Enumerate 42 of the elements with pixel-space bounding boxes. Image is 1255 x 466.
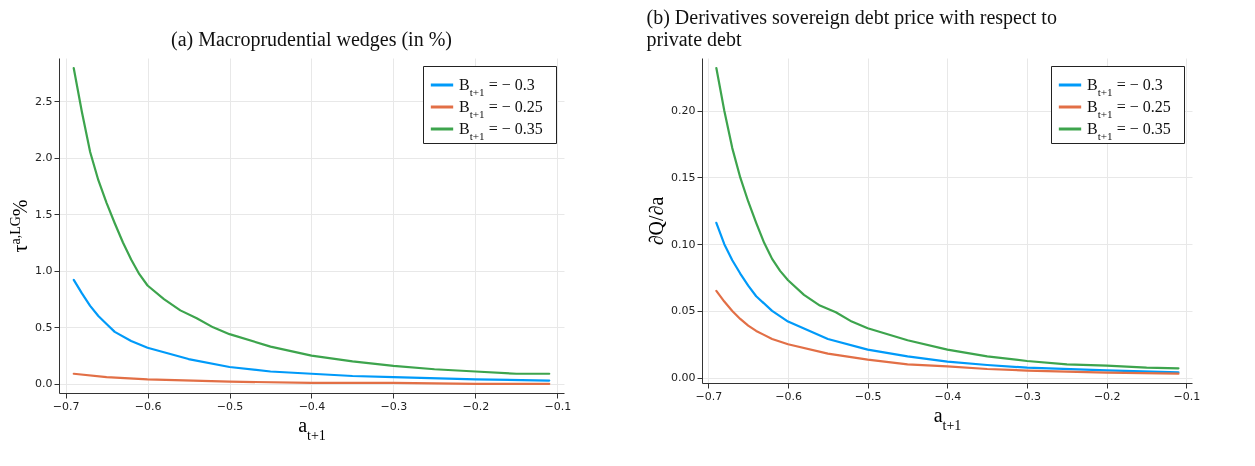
x-tick-label: −0.5 <box>854 389 882 403</box>
y-tick-label: 2.5 <box>35 94 53 108</box>
chart-title: (b) Derivatives sovereign debt price with respect to private debt <box>646 6 1057 51</box>
y-axis-title: ∂Q/∂a <box>645 196 668 246</box>
x-tick-label: −0.7 <box>52 399 80 413</box>
y-tick-label: 2.0 <box>35 151 53 165</box>
y-tick-label: 0.15 <box>671 170 696 184</box>
legend-label: B$_{t+1}$ = − 0.35 <box>459 120 543 142</box>
x-tick-label: −0.5 <box>216 399 244 413</box>
x-tick-label: −0.1 <box>1173 389 1201 403</box>
y-tick-label: 0.05 <box>671 304 696 318</box>
y-tick-label: 1.5 <box>35 207 53 221</box>
line-series <box>715 289 1180 375</box>
x-tick-label: −0.2 <box>1093 389 1121 403</box>
line-series <box>715 66 1180 370</box>
legend-label: B$_{t+1}$ = − 0.35 <box>1087 120 1171 142</box>
x-tick-label: −0.4 <box>934 389 962 403</box>
x-tick-label: −0.2 <box>462 399 490 413</box>
x-tick-label: −0.4 <box>298 399 326 413</box>
legend-label: B$_{t+1}$ = − 0.25 <box>1087 98 1171 120</box>
line-series <box>72 67 551 375</box>
x-tick-label: −0.6 <box>134 399 162 413</box>
y-tick-label: 0.5 <box>35 320 53 334</box>
y-tick-label: 0.10 <box>671 237 696 251</box>
x-tick-label: −0.6 <box>775 389 802 403</box>
x-axis-title: a$_{t+1}$ <box>933 403 962 432</box>
line-series <box>72 278 551 382</box>
y-tick-label: 0.0 <box>35 377 53 391</box>
x-tick-label: −0.3 <box>380 399 408 413</box>
y-tick-label: 0.00 <box>671 371 696 385</box>
legend-label: B$_{t+1}$ = − 0.3 <box>459 76 535 98</box>
chart-title: (a) Macroprudential wedges (in %) <box>171 28 452 51</box>
line-series <box>72 372 551 386</box>
y-tick-label: 1.0 <box>35 264 53 278</box>
x-tick-label: −0.1 <box>544 399 572 413</box>
legend-label: B$_{t+1}$ = − 0.25 <box>459 98 543 120</box>
x-axis-title: a$_{t+1}$ <box>298 413 326 442</box>
x-tick-label: −0.7 <box>695 389 723 403</box>
legend-label: B$_{t+1}$ = − 0.3 <box>1087 76 1163 98</box>
line-series <box>715 221 1180 374</box>
y-tick-label: 0.20 <box>671 104 696 118</box>
x-tick-label: −0.3 <box>1014 389 1041 403</box>
